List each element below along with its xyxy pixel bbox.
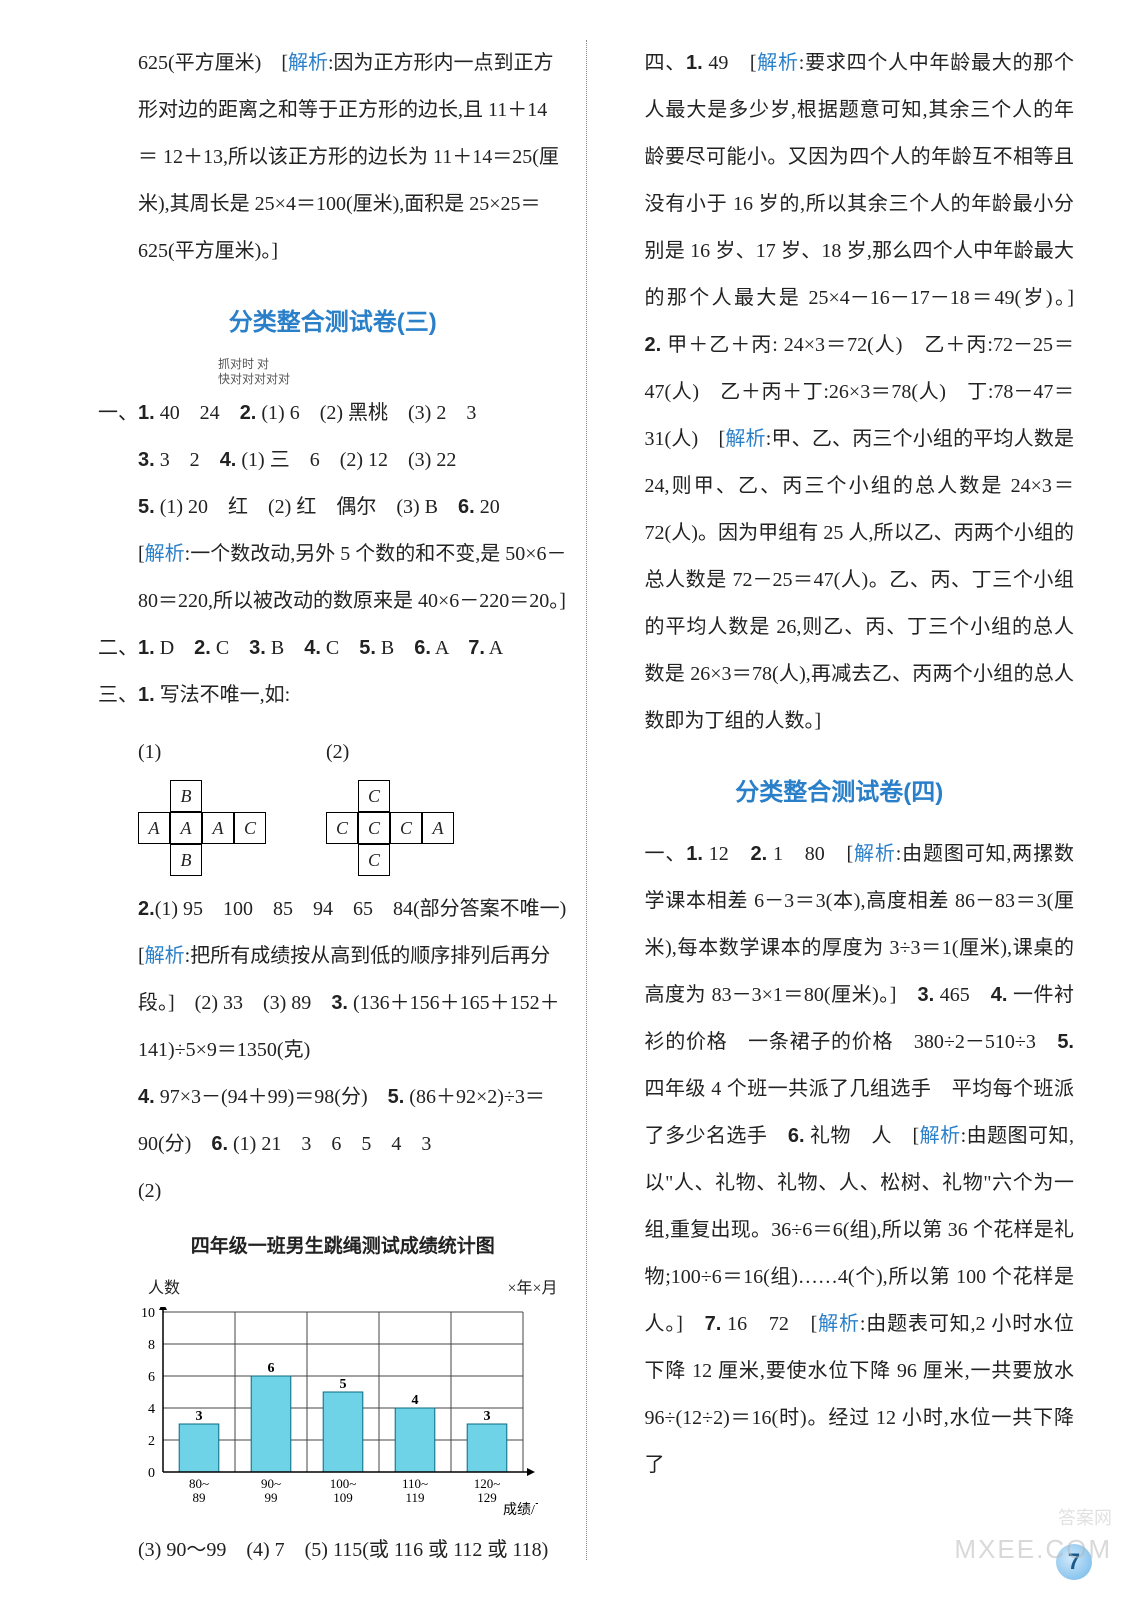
svg-text:6: 6 <box>148 1370 155 1385</box>
svg-text:129: 129 <box>477 1490 497 1505</box>
svg-text:109: 109 <box>333 1490 353 1505</box>
watermark-cn: 答案网 <box>1058 1504 1112 1530</box>
svg-text:3: 3 <box>484 1409 491 1424</box>
section-title-3: 分类整合测试卷(三) <box>98 295 568 351</box>
section-four: 四、1. 49 [解析:要求四个人中年龄最大的那个人最大是多少岁,根据题意可知,… <box>605 40 1075 745</box>
svg-text:80~: 80~ <box>189 1476 209 1491</box>
svg-text:8: 8 <box>148 1338 155 1353</box>
q3-line: 三、1. 写法不唯一,如: <box>98 672 568 719</box>
cube2-label: (2) <box>326 729 454 776</box>
watermark-en: MXEE.COM <box>954 1534 1112 1565</box>
q2-line: 二、1. D 2. C 3. B 4. C 5. B 6. A 7. A <box>98 625 568 672</box>
svg-text:3: 3 <box>196 1409 203 1424</box>
svg-text:4: 4 <box>412 1393 419 1408</box>
chart-title: 四年级一班男生跳绳测试成绩统计图 <box>118 1225 568 1270</box>
svg-text:89: 89 <box>193 1490 206 1505</box>
q1-line2: 3. 3 2 4. (1) 三 6 (2) 12 (3) 22 <box>98 437 568 484</box>
cube-nets: (1) BAAACB (2) CCCCAC <box>138 729 568 876</box>
chart-date: ×年×月 <box>507 1270 557 1308</box>
svg-text:4: 4 <box>148 1402 155 1417</box>
q3-6-2: (2) <box>98 1168 568 1215</box>
tiny-annotation: 抓对时 对快对对对对对 <box>218 357 688 386</box>
svg-text:120~: 120~ <box>474 1476 501 1491</box>
svg-text:119: 119 <box>405 1490 424 1505</box>
cube-net-2: (2) CCCCAC <box>326 729 454 876</box>
q3-4: 4. 97×3－(94＋99)＝98(分) 5. (86＋92×2)÷3＝90(… <box>98 1074 568 1168</box>
top-paragraph: 625(平方厘米) [解析:因为正方形内一点到正方形对边的距离之和等于正方形的边… <box>98 40 568 275</box>
svg-text:10: 10 <box>141 1307 155 1321</box>
chart-svg: 0 2 4 6 8 10 3 80~89 6 90~99 5 100~109 4 110~119 3 120~… <box>118 1307 538 1517</box>
svg-text:5: 5 <box>340 1377 347 1392</box>
svg-text:6: 6 <box>268 1361 275 1376</box>
svg-text:0: 0 <box>148 1466 155 1481</box>
q3-2: 2.(1) 95 100 85 94 65 84(部分答案不唯一) [解析:把所… <box>98 886 568 1074</box>
svg-text:99: 99 <box>265 1490 278 1505</box>
svg-text:110~: 110~ <box>402 1476 428 1491</box>
svg-text:90~: 90~ <box>261 1476 281 1491</box>
section-title-4: 分类整合测试卷(四) <box>605 765 1075 821</box>
bar-chart: 四年级一班男生跳绳测试成绩统计图 人数 ×年×月 0 2 4 6 8 10 3 80~89 6 9… <box>118 1225 568 1517</box>
q1-line3: 5. (1) 20 红 (2) 红 偶尔 (3) B 6. 20 <box>98 484 568 531</box>
q1-line4: [解析:一个数改动,另外 5 个数的和不变,是 50×6－80＝220,所以被改… <box>98 531 568 625</box>
right-column: 四、1. 49 [解析:要求四个人中年龄最大的那个人最大是多少岁,根据题意可知,… <box>587 40 1093 1560</box>
svg-text:100~: 100~ <box>330 1476 357 1491</box>
cube-net-1: (1) BAAACB <box>138 729 266 876</box>
svg-text:2: 2 <box>148 1434 155 1449</box>
svg-text:成绩/下: 成绩/下 <box>503 1502 538 1517</box>
chart-ylabel: 人数 <box>148 1270 180 1308</box>
q1-line1: 一、1. 40 24 2. (1) 6 (2) 黑桃 (3) 2 3 <box>98 390 568 437</box>
section4-one: 一、1. 12 2. 1 80 [解析:由题图可知,两摞数学课本相差 6－3＝3… <box>605 831 1075 1489</box>
cube1-label: (1) <box>138 729 266 776</box>
left-column: 625(平方厘米) [解析:因为正方形内一点到正方形对边的距离之和等于正方形的边… <box>80 40 587 1560</box>
q3-rest: (3) 90～99 (4) 7 (5) 115(或 116 或 112 或 11… <box>98 1527 568 1574</box>
